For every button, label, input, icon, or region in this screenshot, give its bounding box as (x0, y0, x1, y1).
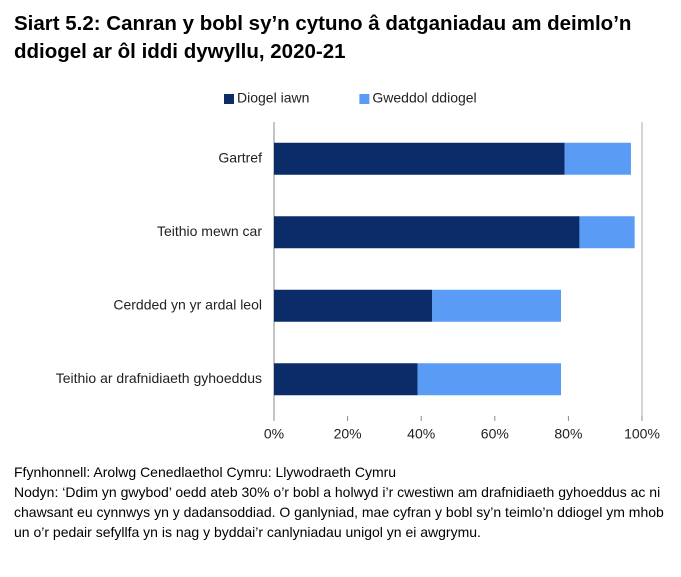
bar-segment (274, 142, 565, 175)
x-tick-label: 80% (554, 426, 582, 442)
y-tick-label: Teithio mewn car (157, 223, 262, 239)
bar-segment (564, 142, 631, 175)
legend-swatch (224, 94, 234, 104)
chart-title: Siart 5.2: Canran y bobl sy’n cytuno â d… (14, 12, 632, 63)
x-tick-label: 20% (334, 426, 362, 442)
legend-swatch (359, 94, 370, 104)
bar-segment (274, 363, 418, 396)
bar-segment (274, 289, 433, 322)
x-tick-label: 40% (407, 426, 435, 442)
legend-label: Diogel iawn (237, 90, 309, 106)
y-tick-label: Teithio ar drafnidiaeth gyhoeddus (56, 370, 262, 386)
y-tick-label: Cerdded yn yr ardal leol (113, 296, 262, 312)
legend-label: Gweddol ddiogel (372, 90, 476, 106)
x-tick-label: 60% (481, 426, 509, 442)
bar-segment (579, 216, 635, 249)
note: Nodyn: ‘Ddim yn gwybod’ oedd ateb 30% o’… (14, 484, 664, 540)
x-tick-label: 100% (624, 426, 660, 442)
source: Ffynhonnell: Arolwg Cenedlaethol Cymru: … (14, 464, 397, 480)
bar-segment (417, 363, 562, 396)
chart: 0% 20% 40% 60% 80% 100% Gartref Teithio mewn ca… (56, 90, 660, 442)
x-tick-label: 0% (264, 426, 284, 442)
bar-segment (274, 216, 580, 249)
bar-segment (432, 289, 562, 322)
y-tick-label: Gartref (218, 149, 262, 165)
notes: Ffynhonnell: Arolwg Cenedlaethol Cymru: … (14, 462, 669, 542)
